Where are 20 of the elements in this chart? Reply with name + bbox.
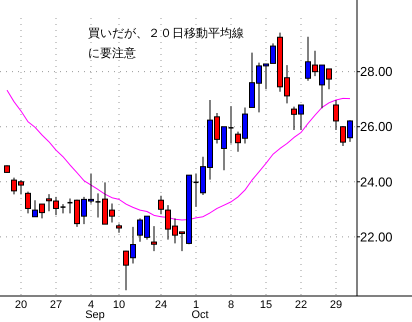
- candlestick: [333, 100, 339, 131]
- x-tick-label: 27: [50, 299, 62, 311]
- x-tick-label: 1 Oct: [191, 299, 209, 321]
- x-tick-label: 24: [154, 299, 168, 311]
- x-tick-label: 4 Sep: [85, 299, 105, 321]
- x-tick-label: 10: [112, 299, 126, 311]
- annotation: 買いだが、２０日移動平均線: [88, 26, 244, 40]
- candlestick: [116, 223, 122, 234]
- x-tick-label: 22: [294, 299, 308, 311]
- candlestick: [25, 191, 31, 214]
- y-tick-label: 26.00: [360, 119, 393, 134]
- x-tick-label: 15: [260, 299, 272, 311]
- x-tick-label: 20: [14, 299, 28, 311]
- y-tick-label: 24.00: [360, 174, 393, 190]
- y-tick-label: 28.00: [360, 64, 393, 80]
- y-tick-label: 22.00: [360, 229, 393, 244]
- annotation: に要注意: [88, 46, 136, 60]
- candlestick: [151, 226, 157, 252]
- x-tick-label: 8: [228, 299, 234, 311]
- x-tick-label: 29: [330, 299, 342, 311]
